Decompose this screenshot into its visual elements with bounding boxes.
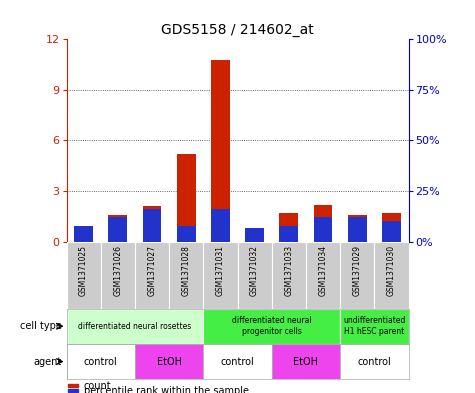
Bar: [203, 344, 272, 379]
Bar: [177, 226, 196, 242]
Bar: [142, 206, 162, 242]
Text: undifferentiated
H1 hESC parent: undifferentiated H1 hESC parent: [343, 316, 406, 336]
Text: agent: agent: [34, 356, 62, 367]
Text: differentiated neural
progenitor cells: differentiated neural progenitor cells: [232, 316, 312, 336]
Text: GSM1371027: GSM1371027: [148, 245, 156, 296]
Bar: [306, 242, 340, 309]
Bar: [68, 389, 78, 392]
Bar: [245, 232, 264, 242]
Bar: [74, 226, 93, 242]
Bar: [211, 209, 230, 242]
Bar: [169, 242, 203, 309]
Bar: [68, 384, 78, 387]
Text: differentiated neural rosettes: differentiated neural rosettes: [78, 322, 191, 331]
Bar: [108, 215, 127, 242]
Bar: [382, 213, 401, 242]
Bar: [340, 242, 374, 309]
Bar: [279, 213, 298, 242]
Bar: [272, 344, 340, 379]
Text: EtOH: EtOH: [294, 356, 318, 367]
Bar: [238, 242, 272, 309]
Text: GSM1371028: GSM1371028: [182, 245, 190, 296]
Bar: [340, 344, 408, 379]
Bar: [279, 226, 298, 242]
Text: cell type: cell type: [20, 321, 62, 331]
Bar: [135, 344, 203, 379]
Bar: [348, 215, 367, 242]
Bar: [66, 242, 101, 309]
Bar: [314, 205, 332, 242]
Bar: [314, 217, 332, 242]
Bar: [135, 242, 169, 309]
Text: count: count: [84, 381, 111, 391]
Text: control: control: [357, 356, 391, 367]
Text: control: control: [84, 356, 118, 367]
Bar: [203, 242, 238, 309]
Text: GSM1371032: GSM1371032: [250, 245, 259, 296]
Text: control: control: [220, 356, 255, 367]
Bar: [382, 221, 401, 242]
Bar: [340, 309, 408, 344]
Bar: [374, 242, 408, 309]
Text: GSM1371034: GSM1371034: [319, 245, 327, 296]
Bar: [74, 230, 93, 242]
Title: GDS5158 / 214602_at: GDS5158 / 214602_at: [161, 23, 314, 37]
Bar: [108, 217, 127, 242]
Text: GSM1371030: GSM1371030: [387, 245, 396, 296]
Text: GSM1371033: GSM1371033: [285, 245, 293, 296]
Bar: [245, 228, 264, 242]
Bar: [142, 209, 162, 242]
Bar: [66, 344, 135, 379]
Bar: [66, 309, 203, 344]
Bar: [101, 242, 135, 309]
Text: GSM1371025: GSM1371025: [79, 245, 88, 296]
Text: GSM1371031: GSM1371031: [216, 245, 225, 296]
Bar: [177, 154, 196, 242]
Text: GSM1371029: GSM1371029: [353, 245, 361, 296]
Text: GSM1371026: GSM1371026: [114, 245, 122, 296]
Bar: [272, 242, 306, 309]
Bar: [203, 309, 340, 344]
Bar: [348, 217, 367, 242]
Text: EtOH: EtOH: [157, 356, 181, 367]
Text: percentile rank within the sample: percentile rank within the sample: [84, 386, 248, 393]
Bar: [211, 59, 230, 242]
